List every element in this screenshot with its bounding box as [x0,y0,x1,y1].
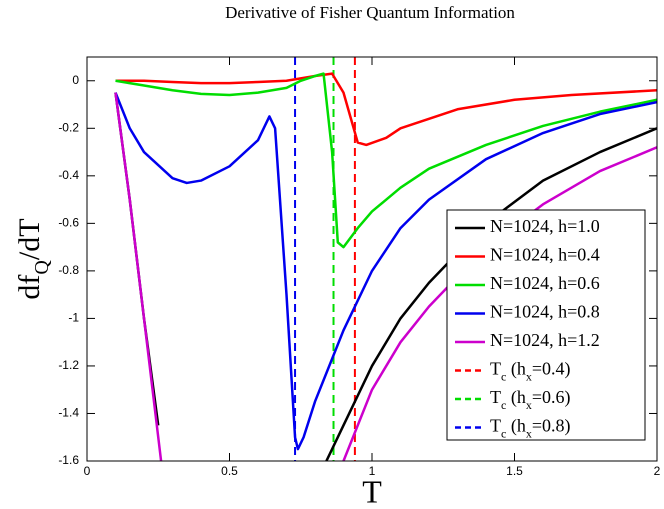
legend-label: Tc (hx=0.4) [490,359,570,384]
x-tick-label: 1 [369,464,376,478]
text-part: T [490,416,501,436]
text-part: =0.8) [532,416,571,437]
text-part: N=1024, h=0.6 [490,273,600,293]
text-part: (h [506,416,526,437]
legend-label: N=1024, h=1.0 [490,216,600,236]
subscript: c [501,426,506,440]
x-tick-label: 0 [84,464,91,478]
series-line [115,72,657,147]
x-tick-label: 2 [654,464,661,478]
subscript: c [501,369,506,383]
legend-label: N=1024, h=0.6 [490,273,600,293]
y-tick-label: -1 [68,311,79,325]
legend-label: N=1024, h=0.4 [490,245,600,265]
y-tick-label: -1.2 [58,358,79,372]
x-axis-label: T [362,473,382,509]
chart-title: Derivative of Fisher Quantum Information [225,3,515,22]
text-part: =0.6) [532,387,571,408]
text-part: df [13,275,46,300]
y-tick-label: -0.8 [58,263,79,277]
y-tick-label: -1.6 [58,453,79,467]
text-part: T [490,387,501,407]
text-part: N=1024, h=1.2 [490,330,600,350]
legend-label: N=1024, h=0.8 [490,302,600,322]
x-tick-label: 1.5 [506,464,523,478]
x-tick-label: 0.5 [221,464,238,478]
y-tick-label: -1.4 [58,406,79,420]
y-axis-label: dfQ/dT [13,218,53,299]
legend-label: N=1024, h=1.2 [490,330,600,350]
series-line [115,72,657,249]
subscript: c [501,398,506,412]
text-part: (h [506,359,526,380]
y-tick-label: -0.4 [58,168,79,182]
legend-label: Tc (hx=0.6) [490,387,570,412]
text-part: (h [506,387,526,408]
legend [446,209,646,441]
series-line [114,92,657,451]
legend-label: Tc (hx=0.8) [490,416,570,441]
text-part: N=1024, h=1.0 [490,216,600,236]
subscript: Q [31,260,53,275]
subscript: x [526,398,532,412]
y-tick-label: -0.6 [58,216,79,230]
subscript: x [526,426,532,440]
text-part: T [490,359,501,379]
text-part: =0.4) [532,359,571,380]
text-part: N=1024, h=0.8 [490,302,600,322]
text-part: /dT [13,218,46,260]
y-tick-label: -0.2 [58,120,79,134]
text-part: N=1024, h=0.4 [490,245,600,265]
subscript: x [526,369,532,383]
y-tick-label: 0 [72,73,79,87]
